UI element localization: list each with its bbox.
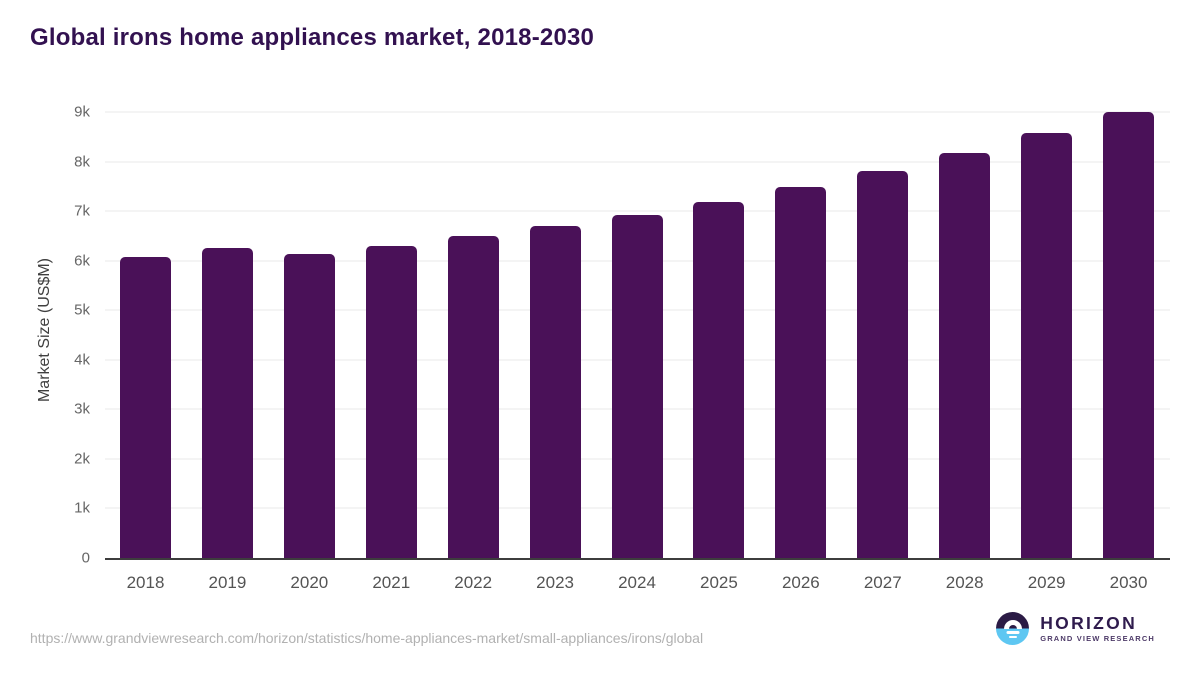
y-tick-label: 0 <box>81 549 90 567</box>
x-tick-label: 2027 <box>863 573 902 592</box>
bar-2022[interactable] <box>447 236 499 558</box>
y-tick-label: 3k <box>74 400 90 418</box>
bar-2026[interactable] <box>775 187 827 558</box>
logo-name: HORIZON <box>1040 612 1138 633</box>
bar-2023[interactable] <box>529 226 581 558</box>
horizon-logo-icon <box>996 612 1030 645</box>
x-tick-label: 2022 <box>454 573 493 592</box>
y-tick-label: 6k <box>74 252 90 270</box>
sunrise-arch-shape <box>1003 619 1022 629</box>
bar-2025[interactable] <box>693 201 745 558</box>
bar-2021[interactable] <box>365 245 417 558</box>
y-tick-label: 2k <box>74 450 90 468</box>
x-axis-ticks: 2018 2019 2020 2021 2022 2023 2024 2025 2026 2027… <box>105 560 1170 600</box>
x-tick-label: 2030 <box>1109 573 1148 592</box>
bar-2019[interactable] <box>201 248 253 558</box>
horizon-logo: HORIZON GRAND VIEW RESEARCH <box>996 612 1155 645</box>
plot-area <box>105 111 1170 560</box>
x-tick-label: 2021 <box>372 573 411 592</box>
bar-2020[interactable] <box>283 254 335 558</box>
gridline <box>105 111 1170 113</box>
gridline <box>105 161 1170 163</box>
y-tick-label: 7k <box>74 202 90 220</box>
x-tick-label: 2028 <box>945 573 984 592</box>
x-tick-label: 2029 <box>1027 573 1066 592</box>
bar-2030[interactable] <box>1103 112 1155 558</box>
bar-2028[interactable] <box>939 153 991 558</box>
water-reflection-shape <box>1006 631 1020 634</box>
x-tick-label: 2019 <box>208 573 247 592</box>
x-tick-label: 2026 <box>781 573 820 592</box>
bar-2027[interactable] <box>857 170 909 558</box>
bar-2029[interactable] <box>1021 133 1073 558</box>
x-tick-label: 2023 <box>536 573 575 592</box>
water-reflection-shape <box>1008 636 1017 638</box>
x-tick-label: 2024 <box>618 573 656 592</box>
y-tick-label: 1k <box>74 499 90 517</box>
x-tick-label: 2020 <box>290 573 329 592</box>
logo-text: HORIZON GRAND VIEW RESEARCH <box>1040 612 1155 644</box>
source-url: https://www.grandviewresearch.com/horizo… <box>30 630 704 646</box>
logo-subtitle: GRAND VIEW RESEARCH <box>1040 634 1155 644</box>
gridline <box>105 210 1170 212</box>
y-tick-label: 9k <box>74 103 90 121</box>
y-axis-ticks: 0 1k 2k 3k 4k 5k 6k 7k 8k 9k <box>0 104 90 567</box>
x-tick-label: 2025 <box>700 573 738 592</box>
y-tick-label: 5k <box>74 301 90 319</box>
y-tick-label: 4k <box>74 351 90 369</box>
bar-2024[interactable] <box>611 215 663 558</box>
chart-title: Global irons home appliances market, 201… <box>30 24 595 51</box>
x-tick-label: 2018 <box>126 573 165 592</box>
y-tick-label: 8k <box>74 153 90 171</box>
bar-2018[interactable] <box>120 257 171 558</box>
